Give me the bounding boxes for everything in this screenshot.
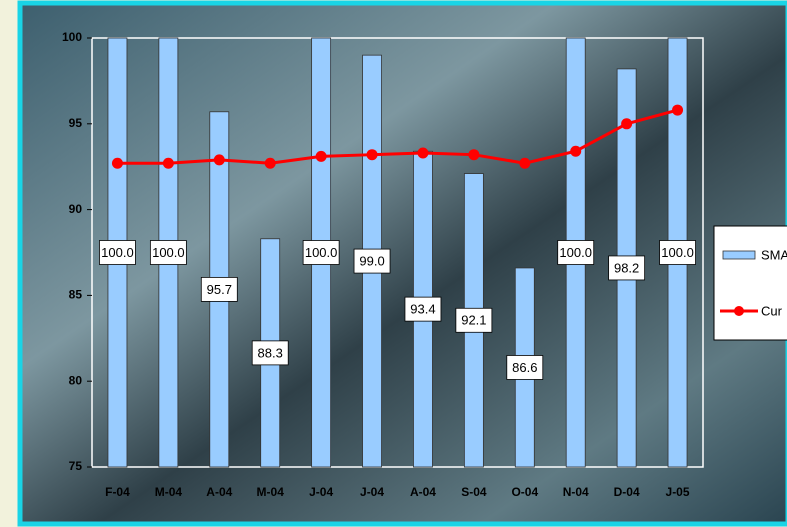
x-tick-label: M-04 xyxy=(155,485,183,499)
y-tick-label: 95 xyxy=(69,116,83,130)
value-label: 98.2 xyxy=(614,260,639,275)
value-label-box xyxy=(149,240,187,265)
x-tick-label: J-04 xyxy=(309,485,333,499)
y-tick-label: 90 xyxy=(69,202,83,216)
value-label-box xyxy=(608,255,646,281)
legend-label: SMA xyxy=(761,247,787,262)
line-marker xyxy=(468,149,480,161)
line-marker xyxy=(264,157,276,169)
line-marker xyxy=(315,150,327,162)
plot: 75 80 85 90 95 100 F-04 M-04 A-04 M-04 J-04 J-04 A-0… xyxy=(62,30,787,499)
x-tick-label: S-04 xyxy=(461,485,487,499)
value-label: 100.0 xyxy=(661,245,694,260)
value-label-box xyxy=(659,240,696,265)
value-label: 100.0 xyxy=(101,245,134,260)
y-tick-label: 75 xyxy=(69,459,83,473)
x-tick-label: N-04 xyxy=(563,485,589,499)
value-label-box xyxy=(200,276,238,302)
x-tick-label: J-04 xyxy=(360,485,384,499)
x-tick-label: A-04 xyxy=(410,485,436,499)
x-tick-label: O-04 xyxy=(511,485,538,499)
value-label-box xyxy=(99,240,136,265)
value-label: 99.0 xyxy=(359,254,384,269)
y-tick-label: 100 xyxy=(62,30,82,44)
value-label: 100.0 xyxy=(305,245,338,260)
line-marker xyxy=(213,154,225,166)
value-label-box xyxy=(404,296,442,322)
value-label: 95.7 xyxy=(207,282,232,297)
value-label-box xyxy=(353,248,391,274)
legend-box xyxy=(713,225,787,341)
value-label: 86.6 xyxy=(512,360,537,375)
line xyxy=(117,108,678,165)
line-marker xyxy=(366,149,378,161)
value-label: 88.3 xyxy=(258,345,283,360)
value-label: 100.0 xyxy=(559,245,592,260)
value-label: 92.1 xyxy=(461,313,486,328)
value-label-box xyxy=(557,240,595,265)
y-tick-label: 80 xyxy=(69,373,83,387)
value-label-box xyxy=(251,340,289,366)
x-tick-label: A-04 xyxy=(206,485,232,499)
line-marker xyxy=(162,157,174,169)
plot-frame xyxy=(91,37,704,468)
value-label-box xyxy=(302,240,340,265)
x-tick-label: D-04 xyxy=(614,485,640,499)
x-tick-label: F-04 xyxy=(105,485,130,499)
line-marker xyxy=(519,157,531,169)
line-marker xyxy=(570,145,582,157)
legend-marker xyxy=(734,306,744,316)
line-marker xyxy=(417,147,429,159)
value-label-box xyxy=(455,307,493,333)
y-tick-label: 85 xyxy=(69,288,83,302)
line-marker xyxy=(621,118,633,130)
x-tick-label: M-04 xyxy=(257,485,285,499)
line-marker xyxy=(111,157,123,169)
value-label-box xyxy=(506,355,544,380)
line-marker xyxy=(672,104,684,116)
value-label: 100.0 xyxy=(152,245,185,260)
x-tick-label: J-05 xyxy=(666,485,690,499)
value-label: 93.4 xyxy=(410,302,435,317)
legend-swatch xyxy=(722,250,756,260)
legend-label: Cur xyxy=(761,303,783,318)
